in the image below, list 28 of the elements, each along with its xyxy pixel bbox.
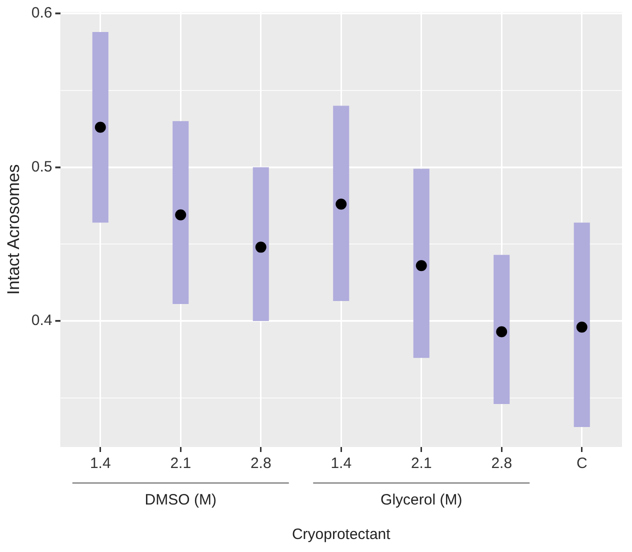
x-tick-label: 2.8 bbox=[250, 455, 272, 472]
x-tick-label: 2.8 bbox=[491, 455, 512, 472]
point bbox=[255, 242, 266, 253]
bar bbox=[252, 167, 269, 321]
text: DMSO (M) bbox=[144, 492, 216, 509]
point bbox=[576, 322, 588, 333]
bar bbox=[494, 254, 510, 404]
point bbox=[416, 260, 427, 272]
bar bbox=[333, 106, 350, 301]
x-tick-label: C bbox=[576, 455, 588, 472]
x-axis-title: Cryoprotectant bbox=[292, 526, 392, 544]
bar bbox=[172, 121, 189, 304]
bar bbox=[413, 168, 430, 358]
point bbox=[336, 198, 347, 210]
point bbox=[496, 326, 508, 338]
x-tick-label: 2.1 bbox=[410, 455, 432, 472]
x-tick-label: 2.1 bbox=[170, 455, 192, 472]
point bbox=[175, 209, 186, 220]
text: Glycerol (M) bbox=[380, 492, 462, 509]
y-tick-label: 0.4 bbox=[31, 312, 52, 330]
bar bbox=[92, 32, 108, 223]
x-tick-label: 1.4 bbox=[90, 455, 111, 472]
x-tick-label: 1.4 bbox=[330, 455, 352, 472]
y-tick-label: 0.5 bbox=[31, 158, 52, 176]
bar bbox=[574, 222, 590, 428]
y-tick-label: 0.6 bbox=[31, 4, 52, 22]
point bbox=[94, 122, 106, 133]
y-axis-title: Intact Acrosomes bbox=[4, 164, 23, 295]
